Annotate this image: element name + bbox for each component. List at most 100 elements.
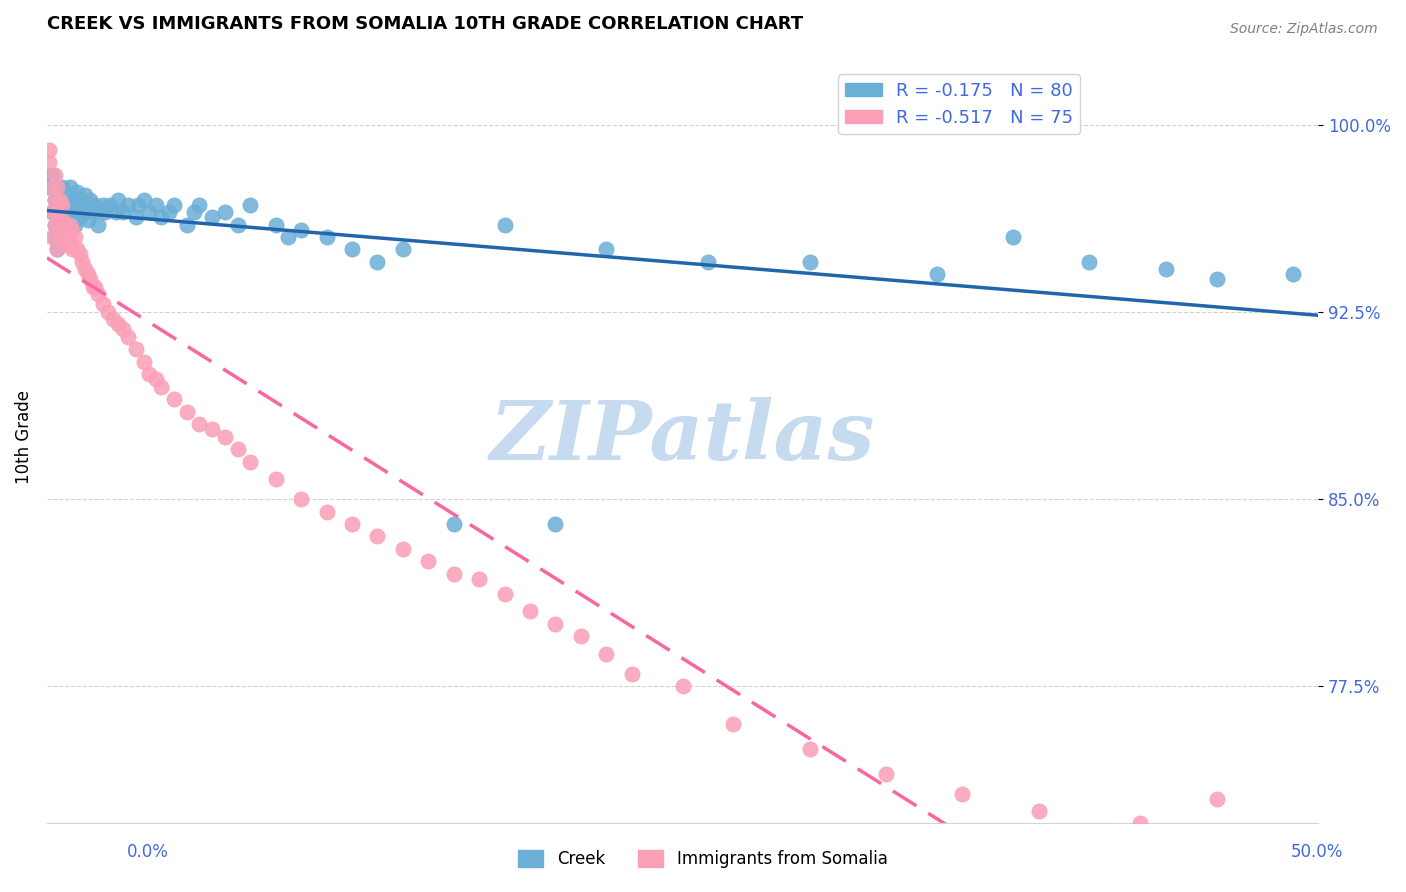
Point bbox=[145, 372, 167, 386]
Point bbox=[44, 193, 66, 207]
Point bbox=[76, 268, 98, 282]
Point bbox=[494, 218, 516, 232]
Point bbox=[41, 230, 63, 244]
Point bbox=[53, 218, 76, 232]
Point bbox=[1002, 230, 1025, 244]
Text: 0.0%: 0.0% bbox=[127, 843, 169, 861]
Point bbox=[544, 616, 567, 631]
Point bbox=[48, 187, 70, 202]
Point bbox=[44, 168, 66, 182]
Point bbox=[104, 205, 127, 219]
Point bbox=[468, 572, 491, 586]
Point bbox=[117, 330, 139, 344]
Point bbox=[59, 180, 82, 194]
Point bbox=[46, 243, 69, 257]
Point bbox=[82, 205, 104, 219]
Text: 50.0%: 50.0% bbox=[1291, 843, 1343, 861]
Point bbox=[290, 222, 312, 236]
Point bbox=[91, 197, 114, 211]
Point bbox=[46, 243, 69, 257]
Point bbox=[59, 218, 82, 232]
Point bbox=[38, 155, 60, 169]
Point bbox=[51, 205, 73, 219]
Point bbox=[443, 566, 465, 581]
Point bbox=[875, 766, 897, 780]
Point bbox=[392, 541, 415, 556]
Point bbox=[72, 255, 94, 269]
Point bbox=[73, 205, 96, 219]
Point bbox=[69, 210, 91, 224]
Point bbox=[76, 212, 98, 227]
Point bbox=[150, 380, 173, 394]
Point bbox=[620, 666, 643, 681]
Point bbox=[132, 355, 155, 369]
Point bbox=[63, 218, 86, 232]
Point bbox=[69, 247, 91, 261]
Point bbox=[38, 180, 60, 194]
Point bbox=[201, 422, 224, 436]
Point bbox=[315, 504, 337, 518]
Point bbox=[723, 716, 745, 731]
Point bbox=[697, 255, 720, 269]
Point bbox=[44, 193, 66, 207]
Point bbox=[112, 322, 135, 336]
Point bbox=[63, 230, 86, 244]
Point bbox=[87, 218, 110, 232]
Point bbox=[277, 230, 299, 244]
Point bbox=[46, 180, 69, 194]
Point bbox=[91, 297, 114, 311]
Legend: R = -0.175   N = 80, R = -0.517   N = 75: R = -0.175 N = 80, R = -0.517 N = 75 bbox=[838, 74, 1080, 134]
Point bbox=[1205, 272, 1227, 286]
Point bbox=[97, 305, 120, 319]
Point bbox=[84, 197, 107, 211]
Point bbox=[100, 197, 122, 211]
Point bbox=[87, 287, 110, 301]
Text: CREEK VS IMMIGRANTS FROM SOMALIA 10TH GRADE CORRELATION CHART: CREEK VS IMMIGRANTS FROM SOMALIA 10TH GR… bbox=[46, 15, 803, 33]
Point bbox=[41, 205, 63, 219]
Point bbox=[392, 243, 415, 257]
Point bbox=[163, 392, 186, 407]
Point bbox=[59, 218, 82, 232]
Point bbox=[925, 268, 948, 282]
Point bbox=[117, 197, 139, 211]
Y-axis label: 10th Grade: 10th Grade bbox=[15, 390, 32, 483]
Point bbox=[73, 187, 96, 202]
Point bbox=[188, 197, 211, 211]
Point bbox=[188, 417, 211, 432]
Point bbox=[569, 629, 592, 643]
Point bbox=[48, 218, 70, 232]
Point bbox=[145, 197, 167, 211]
Point bbox=[1154, 262, 1177, 277]
Point bbox=[59, 237, 82, 252]
Point bbox=[671, 679, 693, 693]
Point bbox=[214, 430, 236, 444]
Point bbox=[226, 442, 249, 457]
Point bbox=[60, 193, 83, 207]
Point bbox=[66, 243, 89, 257]
Point bbox=[176, 405, 198, 419]
Point bbox=[950, 787, 973, 801]
Point bbox=[60, 222, 83, 236]
Point bbox=[51, 180, 73, 194]
Point bbox=[163, 197, 186, 211]
Point bbox=[41, 168, 63, 182]
Point bbox=[51, 222, 73, 236]
Point bbox=[48, 197, 70, 211]
Point bbox=[340, 516, 363, 531]
Point bbox=[366, 255, 388, 269]
Point bbox=[76, 197, 98, 211]
Text: ZIPatlas: ZIPatlas bbox=[489, 397, 876, 476]
Point bbox=[1205, 791, 1227, 805]
Point bbox=[799, 255, 821, 269]
Point bbox=[51, 197, 73, 211]
Point bbox=[53, 212, 76, 227]
Point bbox=[595, 243, 617, 257]
Point bbox=[41, 180, 63, 194]
Point bbox=[60, 212, 83, 227]
Point bbox=[56, 237, 79, 252]
Point bbox=[366, 529, 388, 543]
Point bbox=[44, 230, 66, 244]
Point bbox=[51, 212, 73, 227]
Point bbox=[494, 587, 516, 601]
Point bbox=[112, 205, 135, 219]
